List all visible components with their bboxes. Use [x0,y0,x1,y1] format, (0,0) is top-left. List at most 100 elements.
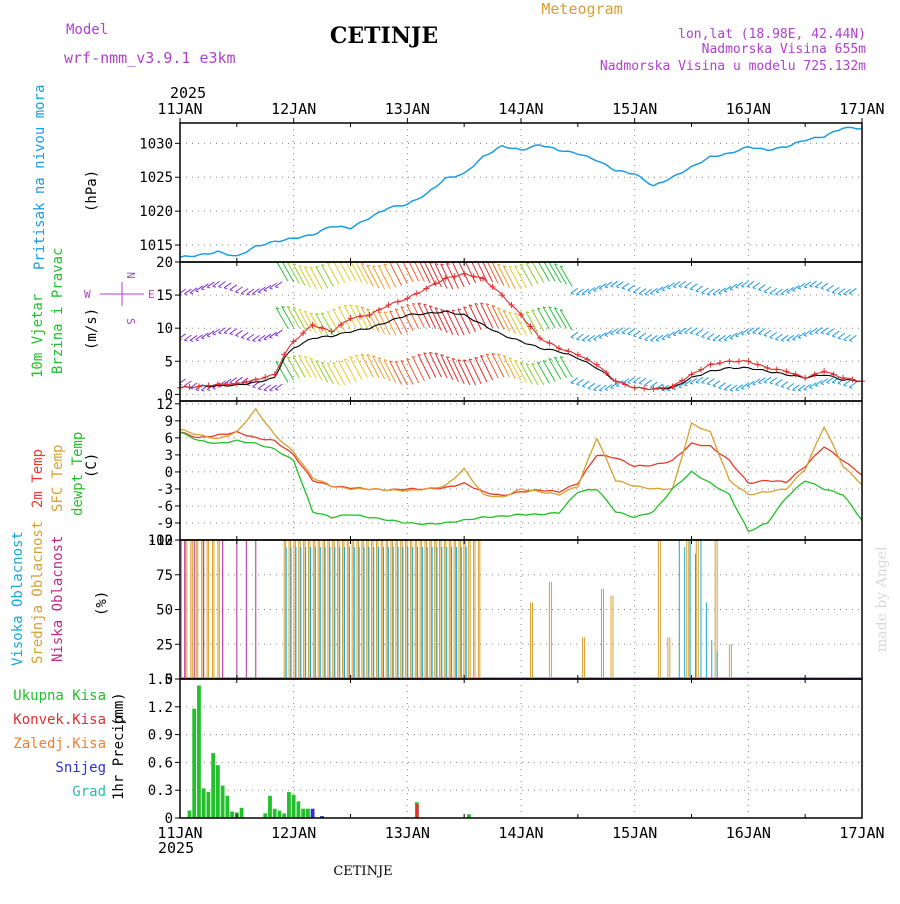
wind-arrow-head [383,359,388,362]
wind-arrow-head [752,332,756,335]
wind-arrow [275,329,283,336]
wind-arrow [332,308,346,332]
wind-arrow [514,265,528,289]
wind-arrow [360,306,374,331]
wind-arrow [769,377,778,384]
wind-arrow [746,327,755,334]
temperature-ytick-label: 9 [165,414,173,430]
wind-arrow [477,262,488,282]
wind-arrow-head [746,285,751,288]
wind-arrow-head [407,257,410,258]
wind-arrow [661,284,670,291]
wind-arrow [286,356,300,379]
wind-arrow-head [246,293,251,296]
wind-arrow [780,381,789,387]
wind-arrow [559,309,573,331]
wind-arrow-head [497,353,501,356]
wind-arrow-head [537,260,540,261]
wind-arrow-head [775,338,779,341]
wind-arrow-head [212,387,216,390]
wind-arrow-head [763,381,768,384]
wind-arrow [326,362,340,386]
precip-ytick-label: 1.5 [148,672,173,688]
wind-arrow [843,379,851,386]
wind-arrow-head [315,313,319,316]
wind-arrow-head [372,265,376,268]
precip-axis-title: 1hr Precip [111,716,127,800]
wind-arrow-head [275,286,279,289]
wind-arrow-head [792,338,796,341]
wind-arrow-head [718,387,722,390]
wind-arrow-head [287,356,291,359]
wind-arrow [275,383,283,390]
wind-arrow-head [252,293,256,296]
wind-arrow-head [298,308,302,311]
wind-arrow-head [707,293,711,296]
wind-arrow-head [712,339,717,342]
precip-bar-total [467,814,471,818]
wind-arrow [440,354,454,380]
wind-arrow [257,334,266,341]
wind-arrow [303,356,317,379]
wind-arrow [689,377,698,384]
wind-arrow-head [576,338,580,341]
precip-bar-total [301,808,306,818]
wind-arrow-head [189,387,194,390]
wind-arrow-head [729,389,734,392]
wind-arrow [849,335,857,341]
wind-arrow-head [690,288,694,291]
wind-arrow [372,310,386,335]
wind-arrow-head [315,360,319,363]
wind-arrow-head [780,339,785,342]
wind-arrow-head [525,262,530,265]
pressure-ytick-label: 1015 [139,238,173,254]
wind-arrow-head [610,333,614,336]
precip-bar-total [230,811,234,818]
wind-arrow [480,302,494,328]
wind-arrow [502,265,516,290]
wind-arrow-head [849,386,853,389]
wind-arrow-head [520,361,524,364]
wind-arrow [678,327,687,334]
wind-arrow [292,307,306,330]
wind-arrow-head [429,351,433,354]
wind-arrow [206,281,215,288]
wind-arrow [610,280,618,287]
compass-north: N [124,272,137,279]
wind-arrow-head [304,355,308,358]
wind-arrow [246,333,255,340]
footer-station: CETINJE [333,864,392,879]
wind-arrow-head [235,334,239,337]
wind-arrow-head [690,332,694,335]
wind-arrow-head [241,337,245,340]
wind-arrow-head [440,354,444,357]
precip-bar-total [272,808,277,818]
wind-arrow-head [570,336,574,339]
wind-arrow [803,383,812,390]
wind-arrow-head [434,263,439,266]
wind-arrow-head [514,265,518,268]
wind-arrow [263,284,272,291]
wind-arrow-head [718,339,722,342]
wind-arrow-head [378,357,382,360]
wind-arrow-head [321,264,325,267]
precip-bar-snow [310,808,315,818]
wind-arrow [240,332,249,338]
wind-arrow-head [746,385,751,388]
wind-arrow [525,262,539,285]
pressure-ytick-label: 1030 [139,136,173,152]
wind-arrow-head [434,307,439,310]
wind-arrow-head [638,382,643,385]
wind-arrow [667,331,675,338]
wind-arrow [281,306,295,328]
wind-arrow-head [508,265,513,268]
wind-arrow [809,328,817,334]
wind-arrow [383,263,397,288]
wind-arrow-head [724,388,728,391]
wind-arrow [701,331,709,338]
wind-arrow [440,309,454,335]
wind-arrow-head [690,382,694,385]
wind-arrow-head [684,332,688,335]
wind-arrow-head [434,352,439,355]
wind-arrow [780,334,789,341]
